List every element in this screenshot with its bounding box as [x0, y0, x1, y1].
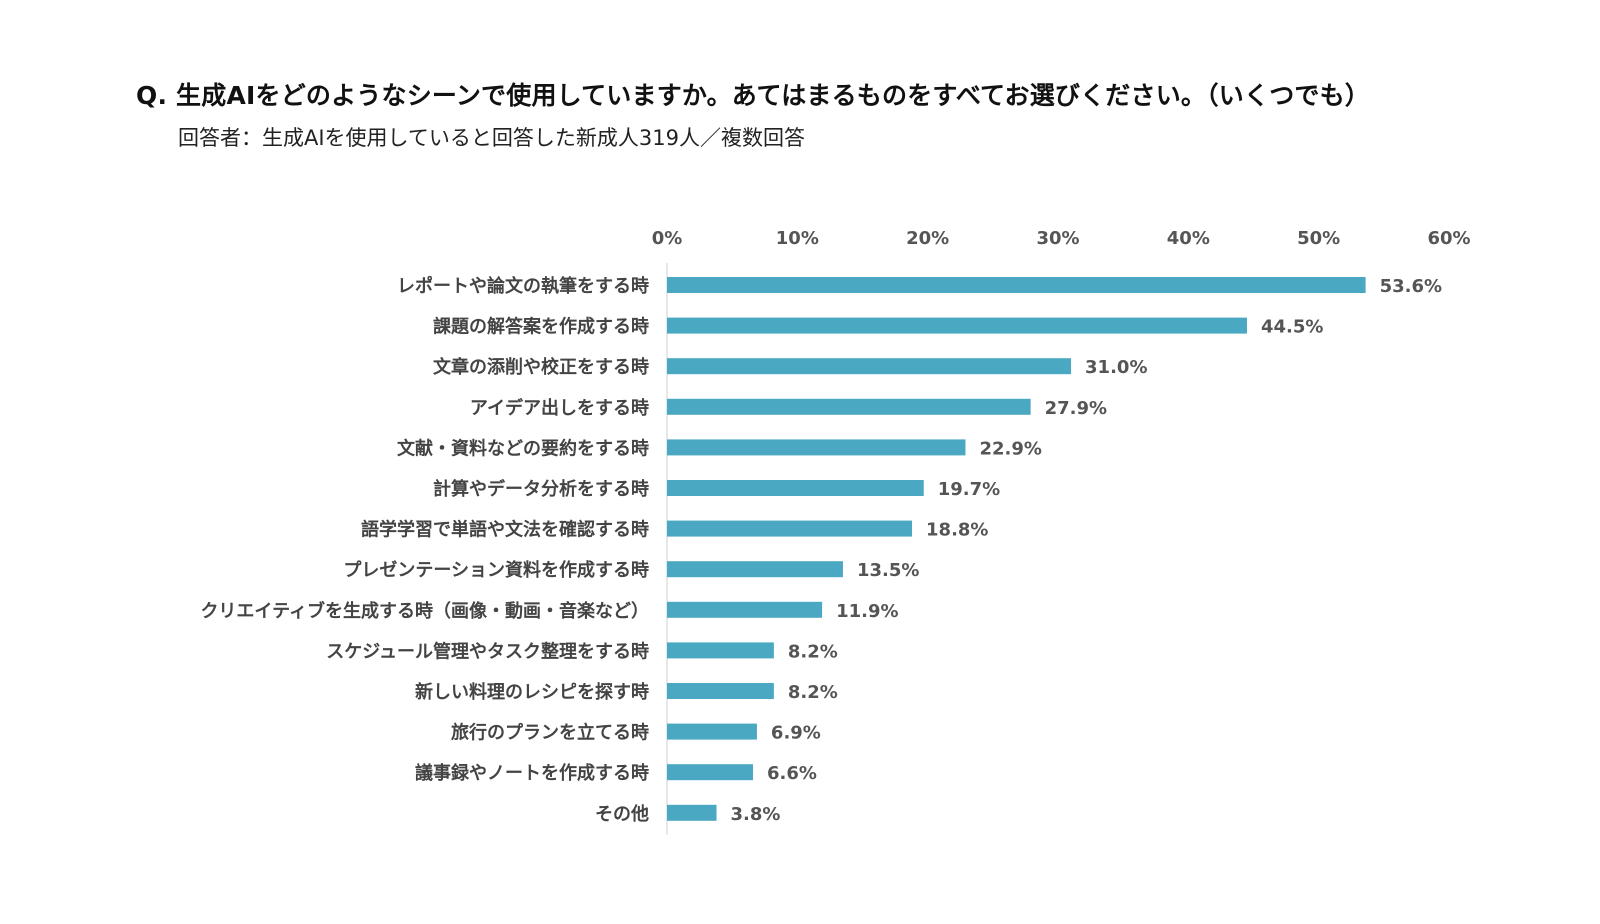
category-label: 文章の添削や校正をする時 — [433, 356, 649, 378]
x-tick-label: 60% — [1427, 228, 1470, 249]
value-label: 18.8% — [926, 520, 988, 541]
value-label: 53.6% — [1380, 276, 1442, 297]
category-label: スケジュール管理やタスク整理をする時 — [326, 640, 649, 662]
category-label: プレゼンテーション資料を作成する時 — [343, 559, 649, 581]
category-label: 計算やデータ分析をする時 — [433, 478, 649, 500]
x-tick-label: 40% — [1167, 228, 1210, 249]
chart-title: Q. 生成AIをどのようなシーンで使用していますか。あてはまるものをすべてお選び… — [136, 81, 1371, 110]
bar — [667, 723, 757, 740]
value-label: 6.9% — [771, 723, 821, 744]
bar — [667, 561, 843, 578]
bar — [667, 358, 1072, 375]
x-tick-label: 20% — [906, 228, 949, 249]
category-label: 語学学習で単語や文法を確認する時 — [361, 519, 649, 541]
category-label: アイデア出しをする時 — [470, 397, 649, 419]
value-label: 8.2% — [788, 682, 838, 703]
value-label: 22.9% — [979, 438, 1041, 459]
category-label: 旅行のプランを立てる時 — [451, 722, 649, 744]
value-label: 3.8% — [731, 804, 781, 825]
bar — [667, 317, 1247, 334]
bar — [667, 480, 924, 496]
bar — [667, 804, 717, 821]
category-label: 議事録やノートを作成する時 — [415, 762, 649, 784]
category-label: 新しい料理のレシピを探す時 — [415, 681, 649, 703]
category-label: クリエイティブを生成する時（画像・動画・音楽など） — [200, 600, 649, 622]
value-label: 8.2% — [788, 641, 838, 662]
x-tick-label: 10% — [776, 228, 819, 249]
value-label: 6.6% — [767, 763, 817, 784]
bar — [667, 398, 1031, 415]
bar — [667, 601, 823, 618]
value-label: 19.7% — [938, 479, 1000, 500]
category-label: レポートや論文の執筆をする時 — [397, 275, 649, 297]
category-label: 課題の解答案を作成する時 — [433, 316, 649, 338]
chart-subtitle: 回答者：生成AIを使用していると回答した新成人319人／複数回答 — [178, 126, 806, 150]
bar — [667, 764, 754, 781]
bar — [667, 683, 774, 699]
bar — [667, 277, 1366, 293]
category-label: 文献・資料などの要約をする時 — [397, 437, 649, 459]
bar — [667, 642, 774, 659]
value-label: 44.5% — [1261, 317, 1323, 338]
value-label: 31.0% — [1085, 357, 1147, 378]
value-label: 27.9% — [1045, 398, 1107, 419]
value-label: 11.9% — [836, 601, 898, 622]
x-tick-label: 30% — [1036, 228, 1079, 249]
x-tick-label: 50% — [1297, 228, 1340, 249]
bar — [667, 520, 913, 537]
chart-header: Q. 生成AIをどのようなシーンで使用していますか。あてはまるものをすべてお選び… — [136, 76, 1576, 152]
bar — [667, 439, 966, 456]
category-label: その他 — [595, 803, 649, 825]
x-tick-label: 0% — [652, 228, 683, 249]
value-label: 13.5% — [857, 560, 919, 581]
